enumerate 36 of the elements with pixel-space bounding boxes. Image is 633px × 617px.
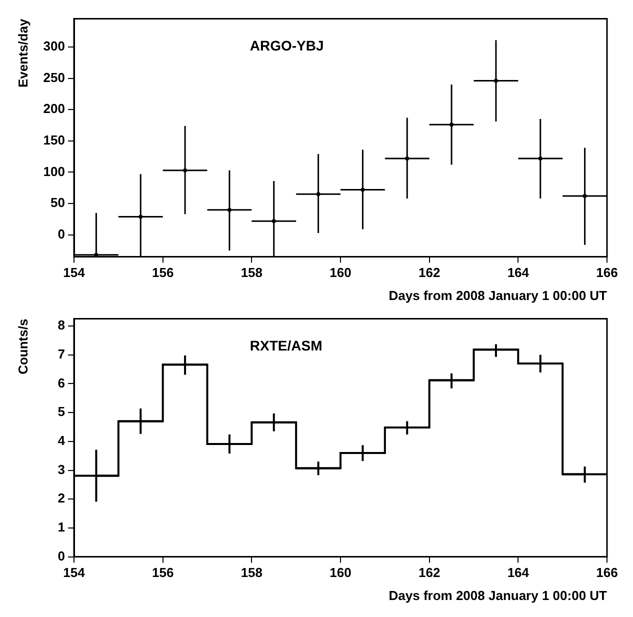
text: RXTE/ASM — [250, 338, 322, 354]
x-tick-label: 166 — [596, 565, 618, 580]
y-axis-title: Events/day — [15, 18, 30, 88]
y-tick-label: 3 — [58, 462, 65, 477]
x-tick-label: 162 — [418, 565, 440, 580]
x-tick-label: 154 — [63, 565, 86, 580]
x-tick-label: 156 — [152, 565, 174, 580]
y-tick-label: 200 — [43, 101, 65, 116]
text: ARGO-YBJ — [250, 38, 324, 54]
x-tick-label: 166 — [596, 265, 618, 280]
y-tick-label: 0 — [58, 226, 65, 242]
y-tick-label: 0 — [58, 548, 65, 564]
x-tick-label: 162 — [418, 265, 440, 280]
x-tick-label: 158 — [240, 565, 263, 580]
x-tick-label: 154 — [63, 265, 86, 280]
y-tick-label: 150 — [43, 132, 65, 148]
y-tick-label: 4 — [58, 432, 66, 448]
y-tick-label: 100 — [43, 164, 65, 179]
x-tick-label: 160 — [330, 265, 352, 280]
y-tick-label: 5 — [58, 404, 65, 420]
x-tick-label: 164 — [507, 265, 530, 280]
y-tick-label: 300 — [43, 38, 65, 54]
y-axis-title: Counts/s — [15, 318, 30, 374]
y-tick-label: 250 — [43, 70, 65, 85]
x-tick-label: 164 — [507, 565, 530, 580]
y-tick-label: 1 — [58, 520, 65, 535]
y-tick-label: 8 — [58, 318, 65, 333]
y-tick-label: 7 — [58, 346, 65, 362]
x-tick-label: 156 — [152, 265, 174, 280]
x-axis-title: Days from 2008 January 1 00:00 UT — [388, 288, 608, 303]
y-tick-label: 6 — [58, 375, 65, 390]
x-axis-title: Days from 2008 January 1 00:00 UT — [388, 588, 608, 603]
y-tick-label: 2 — [58, 490, 65, 506]
x-tick-label: 160 — [330, 565, 352, 580]
y-tick-label: 50 — [50, 195, 65, 210]
x-tick-label: 158 — [240, 265, 263, 280]
